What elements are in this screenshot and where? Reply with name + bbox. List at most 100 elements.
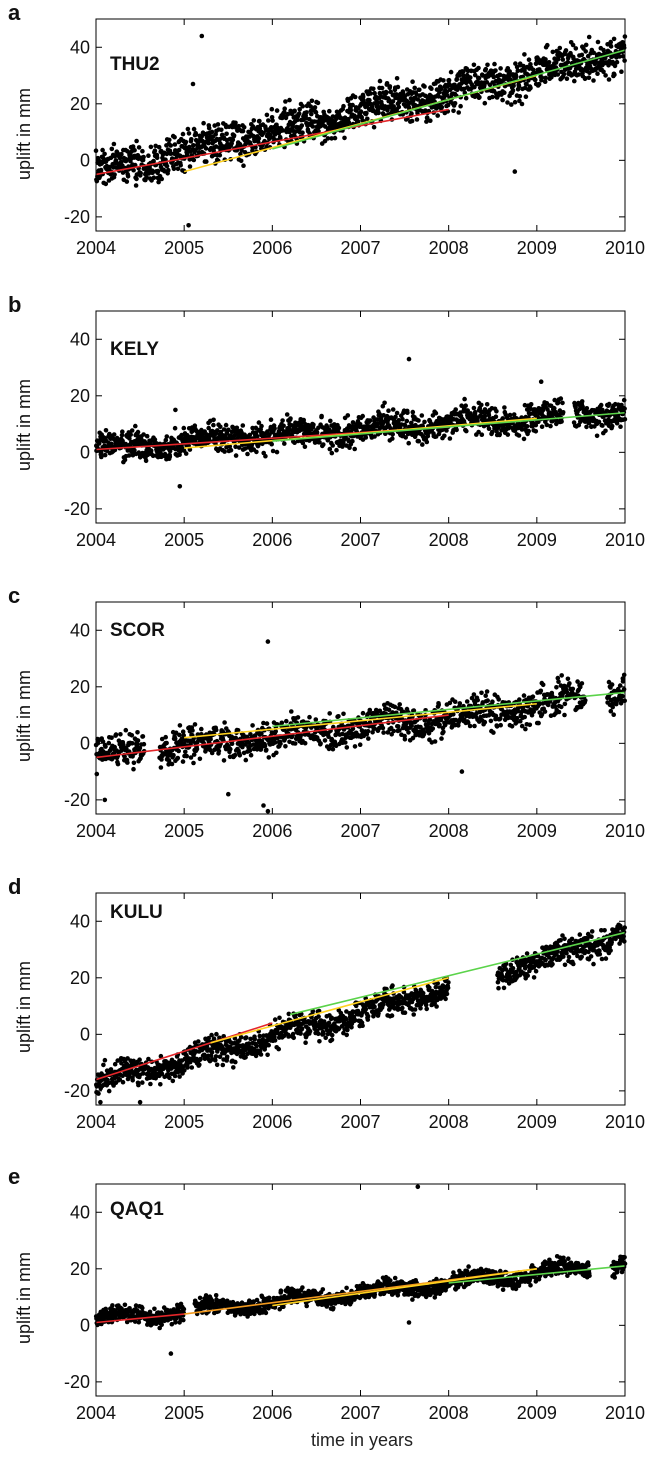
data-point: [298, 1031, 303, 1036]
data-point: [185, 1065, 190, 1070]
data-point: [100, 739, 106, 744]
data-point: [192, 722, 198, 727]
data-point: [370, 730, 375, 735]
data-point: [371, 86, 376, 92]
data-point: [560, 410, 566, 415]
data-point: [509, 724, 515, 729]
data-point: [412, 85, 418, 91]
data-point: [543, 75, 548, 81]
data-point: [153, 143, 158, 149]
data-point: [325, 136, 331, 141]
data-point: [128, 432, 133, 437]
data-point: [131, 760, 137, 766]
y-tick-label: 40: [70, 37, 90, 57]
data-point: [523, 94, 529, 99]
data-point: [204, 159, 209, 164]
data-point: [539, 712, 545, 717]
data-point: [342, 135, 347, 141]
x-tick-label: 2005: [164, 530, 204, 550]
data-point: [135, 429, 141, 435]
data-point: [111, 432, 117, 437]
data-point: [178, 163, 183, 168]
data-point: [323, 1035, 329, 1041]
data-point: [240, 128, 246, 134]
data-point: [453, 407, 459, 412]
data-point: [536, 81, 542, 87]
data-point: [141, 432, 146, 437]
data-point: [190, 728, 195, 733]
data-point: [345, 98, 351, 104]
data-point: [410, 735, 416, 741]
data-point: [556, 679, 561, 684]
data-point: [390, 436, 395, 441]
data-point: [277, 1015, 282, 1021]
data-point: [269, 106, 275, 112]
data-point: [572, 78, 577, 84]
data-point: [253, 145, 258, 150]
data-point: [256, 420, 262, 425]
data-point: [227, 444, 233, 449]
data-point: [206, 140, 211, 146]
data-point: [155, 168, 161, 174]
data-point: [254, 1043, 259, 1049]
data-point: [421, 732, 427, 737]
data-point: [313, 717, 319, 722]
data-point: [197, 1062, 202, 1068]
data-point: [299, 123, 305, 128]
y-tick-label: 0: [80, 442, 90, 462]
data-point: [284, 718, 289, 724]
data-point: [606, 77, 612, 82]
data-point: [454, 427, 459, 433]
data-point: [542, 79, 548, 84]
data-point: [206, 1035, 211, 1041]
data-point: [140, 734, 146, 739]
data-point: [367, 707, 373, 713]
data-point: [543, 57, 548, 62]
data-point: [241, 125, 247, 130]
data-point: [243, 1035, 249, 1040]
scatter-series: [93, 33, 628, 228]
data-point: [328, 418, 333, 424]
data-point: [341, 103, 346, 109]
x-tick-label: 2008: [429, 530, 469, 550]
data-point: [300, 130, 305, 135]
trend-line-green: [272, 691, 626, 728]
data-point: [112, 172, 117, 177]
data-point: [158, 1053, 164, 1059]
data-point: [430, 726, 436, 731]
data-point: [498, 722, 504, 728]
data-point: [206, 125, 212, 131]
data-point: [363, 1006, 369, 1012]
data-point: [484, 402, 490, 407]
data-point: [467, 723, 473, 729]
data-point: [285, 111, 291, 117]
data-point: [287, 97, 292, 103]
data-point: [327, 446, 333, 452]
data-point: [109, 735, 114, 740]
data-point: [360, 94, 366, 100]
data-point: [156, 144, 162, 150]
data-point: [167, 454, 173, 460]
data-point: [175, 166, 181, 172]
data-point: [486, 412, 492, 418]
data-point: [464, 428, 469, 434]
data-point: [314, 430, 320, 436]
data-point: [134, 741, 140, 747]
data-point: [191, 126, 197, 132]
data-point: [209, 1050, 215, 1055]
data-point: [181, 733, 186, 738]
data-point: [129, 733, 135, 738]
data-point: [595, 39, 601, 45]
data-point: [120, 1079, 126, 1085]
y-tick-label: -20: [64, 207, 90, 227]
data-point: [177, 723, 183, 728]
x-tick-label: 2010: [605, 530, 645, 550]
data-point: [407, 100, 413, 105]
data-point: [221, 427, 227, 432]
outlier-point: [199, 33, 205, 39]
data-point: [579, 52, 585, 58]
data-point: [164, 740, 169, 746]
data-point: [606, 401, 612, 407]
